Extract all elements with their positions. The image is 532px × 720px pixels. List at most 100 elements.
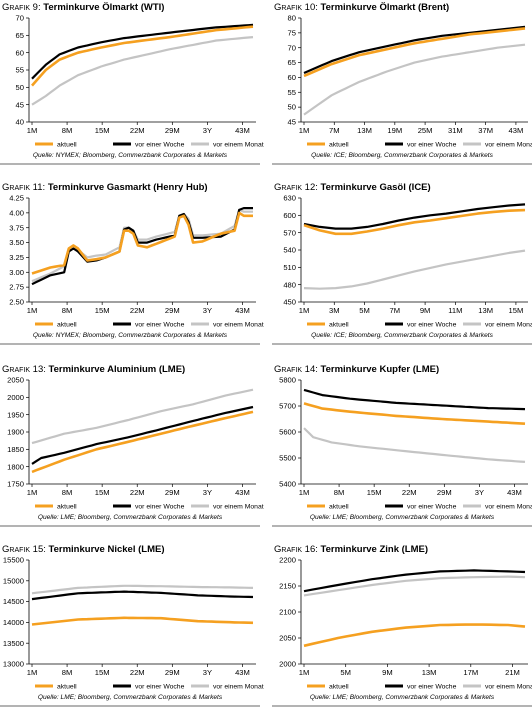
legend-label-vor-einer-woche: vor einer Woche (407, 322, 457, 329)
x-tick-label: 7M (329, 126, 340, 135)
x-tick-label: 3Y (203, 668, 212, 677)
legend-label-aktuell: aktuell (329, 684, 349, 691)
chart-title-number: 16: (304, 544, 318, 555)
x-tick-label: 13M (422, 668, 437, 677)
chart-source: Quelle: LME; Bloomberg, Commerzbank Corp… (37, 514, 223, 521)
x-tick-label: 5M (359, 306, 370, 315)
chart-title-prefix: Grafik (2, 2, 31, 13)
chart-title-title: Terminkurve Aluminium (LME) (48, 364, 186, 375)
chart-title: Grafik 9: Terminkurve Ölmarkt (WTI) (2, 2, 164, 13)
x-tick-label: 15M (367, 488, 382, 497)
legend-label-vor-einer-woche: vor einer Woche (135, 142, 185, 149)
chart-title-prefix: Grafik (2, 364, 31, 375)
x-tick-label: 22M (402, 488, 417, 497)
chart-title: Grafik 14: Terminkurve Kupfer (LME) (274, 364, 439, 375)
legend-label-aktuell: aktuell (329, 322, 349, 329)
chart-source: Quelle: LME; Bloomberg, Commerzbank Corp… (37, 694, 223, 701)
y-tick-label: 80 (288, 14, 296, 23)
x-tick-label: 15M (95, 488, 110, 497)
series-line-vor-einem-monat (31, 584, 254, 595)
chart-title-title: Terminkurve Gasöl (ICE) (320, 182, 431, 193)
x-tick-label: 15M (95, 668, 110, 677)
x-tick-label: 21M (505, 668, 520, 677)
x-tick-label: 8M (62, 306, 73, 315)
legend-label-aktuell: aktuell (329, 142, 349, 149)
x-tick-label: 43M (509, 126, 524, 135)
legend-label-vor-einem-monat: vor einem Monat (213, 322, 264, 329)
y-tick-label: 450 (283, 298, 296, 307)
chart-source: Quelle: LME; Bloomberg, Commerzbank Corp… (309, 694, 495, 701)
y-tick-label: 3.00 (9, 268, 24, 277)
x-tick-label: 29M (165, 306, 180, 315)
x-tick-label: 43M (507, 488, 522, 497)
chart-svg: 450 480 510 540 570 600 630 1M 3M 5M 7M 9M 11M 13M 15M… (283, 194, 532, 329)
x-tick-label: 25M (418, 126, 433, 135)
chart-title-number: 11: (32, 182, 46, 193)
chart-panel: Grafik 12: Terminkurve Gasöl (ICE) 450 480… (272, 180, 532, 358)
chart-svg: 45 50 55 60 65 70 75 80 1M 7M 13M 19M 25M 31M 37M 43M ak… (288, 14, 532, 149)
chart-panel: Grafik 16: Terminkurve Zink (LME) 2000 205… (272, 542, 532, 720)
series-line-aktuell (303, 402, 526, 425)
chart-source: Quelle: NYMEX; Bloomberg, Commerzbank Co… (32, 152, 228, 159)
x-tick-label: 8M (62, 488, 73, 497)
y-tick-label: 2150 (279, 582, 296, 591)
y-tick-label: 13000 (3, 660, 24, 669)
series-line-vor-einem-monat (303, 427, 526, 463)
y-tick-label: 70 (288, 43, 296, 52)
legend-label-aktuell: aktuell (57, 142, 77, 149)
legend-label-vor-einem-monat: vor einem Monat (213, 504, 264, 511)
chart-title: Grafik 15: Terminkurve Nickel (LME) (2, 544, 164, 555)
y-tick-label: 1950 (7, 410, 24, 419)
chart-panel: Grafik 9: Terminkurve Ölmarkt (WTI) 40 45 5… (0, 0, 264, 178)
legend-label-vor-einem-monat: vor einem Monat (485, 322, 532, 329)
y-tick-label: 14500 (3, 597, 24, 606)
y-tick-label: 2.75 (9, 283, 24, 292)
x-tick-label: 22M (130, 306, 145, 315)
chart-panel: Grafik 14: Terminkurve Kupfer (LME) 5400 5… (272, 362, 532, 540)
y-tick-label: 4.00 (9, 208, 24, 217)
series-line-aktuell (303, 208, 526, 236)
x-tick-label: 43M (235, 126, 250, 135)
chart-title-number: 9: (32, 2, 41, 13)
x-tick-label: 22M (130, 488, 145, 497)
chart-panel: Grafik 10: Terminkurve Ölmarkt (Brent) 45… (272, 0, 532, 178)
x-tick-label: 19M (387, 126, 402, 135)
y-tick-label: 70 (16, 14, 24, 23)
y-tick-label: 1850 (7, 445, 24, 454)
chart-source: Quelle: LME; Bloomberg, Commerzbank Corp… (309, 514, 495, 521)
x-tick-label: 15M (509, 306, 524, 315)
chart-svg: 2.50 2.75 3.00 3.25 3.50 3.75 4.00 4.25 1M 8M 15M 2… (9, 194, 264, 329)
y-tick-label: 2.50 (9, 298, 24, 307)
legend-label-vor-einer-woche: vor einer Woche (135, 322, 185, 329)
series-line-aktuell (31, 25, 254, 87)
x-tick-label: 8M (62, 668, 73, 677)
series-line-vor-einer-woche (303, 569, 526, 593)
x-tick-label: 29M (165, 126, 180, 135)
legend-label-aktuell: aktuell (57, 504, 77, 511)
y-tick-label: 60 (16, 48, 24, 57)
chart-title-title: Terminkurve Ölmarkt (Brent) (320, 2, 450, 13)
panel-divider (0, 163, 260, 165)
y-tick-label: 5700 (279, 402, 296, 411)
y-tick-label: 600 (283, 211, 296, 220)
x-tick-label: 43M (235, 668, 250, 677)
x-tick-label: 15M (95, 306, 110, 315)
x-tick-label: 1M (27, 668, 38, 677)
chart-svg: 40 45 50 55 60 65 70 1M 8M 15M 22M 29M 3Y 43M aktuell v… (16, 14, 264, 149)
chart-title: Grafik 13: Terminkurve Aluminium (LME) (2, 364, 185, 375)
chart-source: Quelle: ICE; Bloomberg, Commerzbank Corp… (311, 332, 493, 339)
panel-divider (272, 525, 532, 527)
chart-title-number: 14: (304, 364, 318, 375)
y-tick-label: 2100 (279, 608, 296, 617)
x-tick-label: 17M (463, 668, 478, 677)
legend-label-aktuell: aktuell (57, 684, 77, 691)
x-tick-label: 31M (448, 126, 463, 135)
chart-source: Quelle: NYMEX; Bloomberg, Commerzbank Co… (32, 332, 228, 339)
chart-svg: 1750 1800 1850 1900 1950 2000 2050 1M 8M 15M 22M 29… (7, 376, 264, 511)
chart-title: Grafik 11: Terminkurve Gasmarkt (Henry H… (2, 182, 208, 193)
chart-title-number: 15: (32, 544, 46, 555)
y-tick-label: 55 (16, 66, 24, 75)
x-tick-label: 3Y (203, 126, 212, 135)
y-tick-label: 3.50 (9, 238, 24, 247)
legend-label-aktuell: aktuell (57, 322, 77, 329)
